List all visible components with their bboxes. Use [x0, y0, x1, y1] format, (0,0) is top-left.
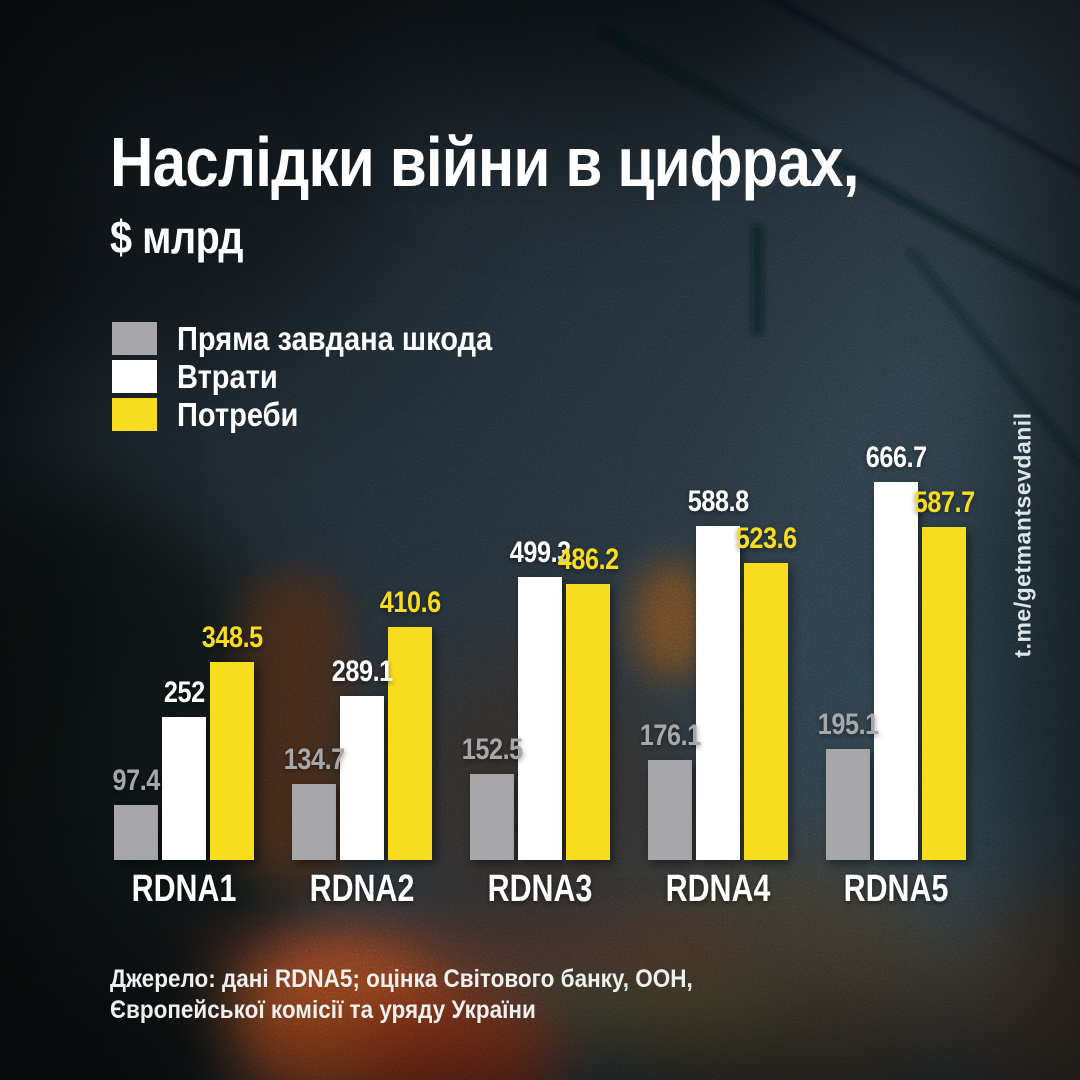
bar-wrap-damage-rdna2: 134.7 [284, 743, 345, 860]
legend-label-losses: Втрати [177, 357, 278, 395]
bar-needs-rdna4 [744, 563, 788, 860]
category-label-rdna3: RDNA3 [487, 868, 593, 910]
page-subtitle: $ млрд [110, 210, 244, 263]
page-title: Наслідки війни в цифрах, [110, 123, 859, 201]
bar-wrap-damage-rdna1: 97.4 [112, 764, 160, 860]
chart-group-rdna4: 176.1 588.8 523.6 RDNA4 [640, 450, 797, 910]
bar-value-damage-rdna5: 195.1 [817, 708, 879, 741]
chart-group-rdna3: 152.5 499.3 486.2 RDNA3 [462, 450, 619, 910]
bar-needs-rdna3 [566, 584, 610, 860]
legend-swatch-damage [112, 322, 157, 355]
bar-wrap-losses-rdna5: 666.7 [866, 441, 927, 860]
bar-cluster-rdna3: 152.5 499.3 486.2 [462, 450, 619, 860]
bar-wrap-needs-rdna3: 486.2 [558, 543, 619, 860]
bar-wrap-losses-rdna1: 252 [162, 676, 206, 860]
bar-wrap-damage-rdna4: 176.1 [640, 719, 701, 860]
bar-needs-rdna2 [388, 627, 432, 860]
bar-cluster-rdna4: 176.1 588.8 523.6 [640, 450, 797, 860]
bar-value-needs-rdna3: 486.2 [557, 543, 619, 576]
bar-value-damage-rdna2: 134.7 [283, 743, 345, 776]
chart-group-rdna2: 134.7 289.1 410.6 RDNA2 [284, 450, 441, 910]
bar-value-losses-rdna5: 666.7 [865, 441, 927, 474]
bar-losses-rdna3 [518, 577, 562, 860]
bar-value-needs-rdna4: 523.6 [735, 522, 797, 555]
bar-value-needs-rdna5: 587.7 [913, 486, 975, 519]
category-label-rdna4: RDNA4 [665, 868, 771, 910]
bar-wrap-damage-rdna5: 195.1 [818, 708, 879, 860]
bar-wrap-needs-rdna1: 348.5 [202, 621, 263, 860]
bar-value-losses-rdna4: 588.8 [687, 485, 749, 518]
bar-cluster-rdna2: 134.7 289.1 410.6 [284, 450, 441, 860]
bar-value-losses-rdna1: 252 [163, 676, 205, 709]
bar-damage-rdna4 [648, 760, 692, 860]
source-note: Джерело: дані RDNA5; оцінка Світового ба… [110, 964, 758, 1026]
category-label-rdna5: RDNA5 [843, 868, 949, 910]
chart-group-rdna5: 195.1 666.7 587.7 RDNA5 [818, 441, 975, 910]
source-line-2: Європейської комісії та уряду України [110, 996, 536, 1024]
bar-value-losses-rdna3: 499.3 [509, 536, 571, 569]
source-line-1: Джерело: дані RDNA5; оцінка Світового ба… [110, 965, 693, 993]
bar-value-needs-rdna2: 410.6 [379, 586, 441, 619]
legend-swatch-losses [112, 360, 157, 393]
category-label-rdna1: RDNA1 [131, 868, 237, 910]
bar-wrap-damage-rdna3: 152.5 [462, 733, 523, 860]
bar-value-damage-rdna1: 97.4 [112, 764, 160, 797]
watermark-telegram-handle: t.me/getmantsevdanil [1009, 412, 1036, 658]
bar-wrap-losses-rdna2: 289.1 [332, 655, 393, 860]
bar-value-losses-rdna2: 289.1 [331, 655, 393, 688]
bar-value-needs-rdna1: 348.5 [201, 621, 263, 654]
bar-losses-rdna2 [340, 696, 384, 860]
chart-legend: Пряма завдана шкода Втрати Потреби [112, 319, 535, 433]
bar-wrap-needs-rdna5: 587.7 [914, 486, 975, 860]
category-label-rdna2: RDNA2 [309, 868, 415, 910]
legend-item-losses: Втрати [112, 357, 535, 395]
legend-item-damage: Пряма завдана шкода [112, 319, 535, 357]
bar-damage-rdna5 [826, 749, 870, 860]
bar-cluster-rdna1: 97.4 252 348.5 [112, 450, 263, 860]
chart-group-rdna1: 97.4 252 348.5 RDNA1 [112, 450, 263, 910]
bar-damage-rdna2 [292, 784, 336, 860]
bar-wrap-losses-rdna3: 499.3 [510, 536, 571, 860]
bar-losses-rdna1 [162, 717, 206, 860]
bar-chart: 97.4 252 348.5 RDNA1 134.7 289.1 410.6 RDNA2 152… [112, 441, 975, 910]
bar-value-damage-rdna3: 152.5 [461, 733, 523, 766]
bar-cluster-rdna5: 195.1 666.7 587.7 [818, 441, 975, 860]
legend-swatch-needs [112, 398, 157, 431]
bar-value-damage-rdna4: 176.1 [639, 719, 701, 752]
bar-damage-rdna1 [114, 805, 158, 860]
bar-wrap-needs-rdna4: 523.6 [736, 522, 797, 860]
bar-losses-rdna5 [874, 482, 918, 860]
bar-needs-rdna5 [922, 527, 966, 860]
bar-needs-rdna1 [210, 662, 254, 860]
bar-wrap-losses-rdna4: 588.8 [688, 485, 749, 860]
legend-label-damage: Пряма завдана шкода [177, 319, 493, 357]
bar-damage-rdna3 [470, 774, 514, 860]
bar-wrap-needs-rdna2: 410.6 [380, 586, 441, 860]
legend-item-needs: Потреби [112, 395, 535, 433]
header: Наслідки війни в цифрах, $ млрд [110, 123, 1080, 264]
legend-label-needs: Потреби [177, 395, 299, 433]
bar-losses-rdna4 [696, 526, 740, 860]
